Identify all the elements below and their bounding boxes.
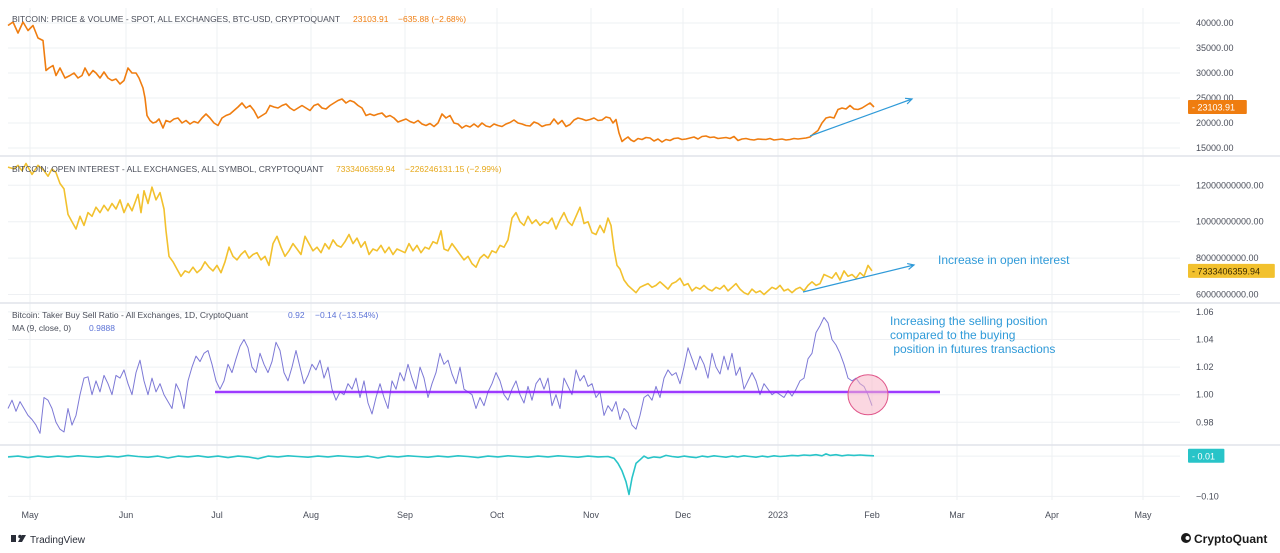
annotations-layer [215,97,940,416]
pane-separators [0,155,1280,446]
taker_buy_sell_ratio-y-tick-label: 0.98 [1196,417,1214,427]
ma-legend-value: 0.9888 [89,323,115,333]
x-tick-label-nov: Nov [583,510,600,520]
oi-trend-arrow [802,264,915,293]
price-y-tick-label: 40000.00 [1196,18,1234,28]
taker_buy_sell_ratio-y-tick-label: 1.02 [1196,362,1214,372]
tradingview-wordmark: TradingView [30,535,86,546]
oi-annotation-text: Increase in open interest [938,253,1070,267]
price-legend-title: BITCOIN: PRICE & VOLUME - SPOT, ALL EXCH… [12,14,340,24]
open_interest-y-tick-label: 6000000000.00 [1196,290,1259,300]
x-tick-label-2023: 2023 [768,510,788,520]
x-tick-label-sep: Sep [397,510,413,520]
x-tick-label-mar: Mar [949,510,965,520]
price-trend-arrow [809,98,913,137]
x-tick-label-oct: Oct [490,510,505,520]
price-y-tick-label: 35000.00 [1196,43,1234,53]
x-tick-label-dec: Dec [675,510,692,520]
grid-layer [8,8,1180,500]
price-y-tick-label: 30000.00 [1196,68,1234,78]
oi-legend-title: BITCOIN: OPEN INTEREST - ALL EXCHANGES, … [12,164,324,174]
price-axis-value-badge-text: - 23103.91 [1192,103,1235,113]
highlight-circle [847,374,889,416]
x-tick-label-jul: Jul [211,510,223,520]
funding_rates-axis-value-badge [1188,448,1225,463]
price-series-line [7,21,875,143]
tradingview-icon [11,534,26,542]
x-tick-label-jun: Jun [119,510,134,520]
tradingview-logo[interactable]: TradingView [11,534,86,546]
open_interest-axis-value-badge-text: - 7333406359.94 [1192,266,1260,276]
x-tick-label-apr: Apr [1045,510,1059,520]
x-tick-label-feb: Feb [864,510,880,520]
funding_rates-axis-value-badge-text: - 0.01 [1192,451,1215,461]
ratio-annotation: Increasing the selling position compared… [890,314,1055,356]
axes-layer: May Jun Jul Aug Sep Oct Nov Dec 2023 Feb Mar Apr May… [21,18,1275,520]
ratio-legend-value: 0.92 [288,310,305,320]
cryptoquant-logo[interactable]: CryptoQuant [1181,532,1267,546]
cryptoquant-wordmark: CryptoQuant [1194,532,1267,546]
price-y-tick-label: 25000.00 [1196,93,1234,103]
ratio-legend-title: Bitcoin: Taker Buy Sell Ratio - All Exch… [12,310,249,320]
ma-legend-label: MA (9, close, 0) [12,323,71,333]
price-axis-value-badge [1188,100,1247,114]
ratio-legend-change: −0.14 (−13.54%) [315,310,378,320]
taker_buy_sell_ratio-series-line [7,316,873,434]
ratio-annotation-line-3: position in futures transactions [890,342,1055,356]
x-tick-label-aug: Aug [303,510,319,520]
open_interest-axis-value-badge [1188,263,1275,278]
ratio-legend: Bitcoin: Taker Buy Sell Ratio - All Exch… [12,310,378,333]
price-y-tick-label: 15000.00 [1196,143,1234,153]
ratio-annotation-line-1: Increasing the selling position [890,314,1047,328]
price-legend-value: 23103.91 [353,14,389,24]
taker_buy_sell_ratio-y-tick-label: 1.00 [1196,390,1214,400]
funding_rates-series-line [7,453,875,496]
x-tick-label-may: May [21,510,39,520]
price-y-tick-label: 20000.00 [1196,118,1234,128]
price-legend-change: −635.88 (−2.68%) [398,14,466,24]
open_interest-y-tick-label: 12000000000.00 [1196,180,1264,190]
x-tick-label-may: May [1134,510,1152,520]
open_interest-y-tick-label: 10000000000.00 [1196,217,1264,227]
ratio-annotation-line-2: compared to the buying [890,328,1015,342]
price-trend-arrow-head [904,97,914,105]
taker_buy_sell_ratio-y-tick-label: 1.06 [1196,307,1214,317]
oi-legend: BITCOIN: OPEN INTEREST - ALL EXCHANGES, … [12,164,502,174]
open_interest-y-tick-label: 8000000000.00 [1196,253,1259,263]
taker_buy_sell_ratio-y-tick-label: 1.04 [1196,335,1214,345]
oi-legend-change: −226246131.15 (−2.99%) [405,164,502,174]
funding_rates-y-tick-label: −0.10 [1196,491,1219,501]
oi-trend-arrow-head [907,262,916,270]
open_interest-series-line [7,162,873,296]
oi-legend-value: 7333406359.94 [336,164,395,174]
cryptoquant-icon [1181,533,1191,543]
series-layer [7,21,875,496]
price-legend: BITCOIN: PRICE & VOLUME - SPOT, ALL EXCH… [12,14,466,24]
